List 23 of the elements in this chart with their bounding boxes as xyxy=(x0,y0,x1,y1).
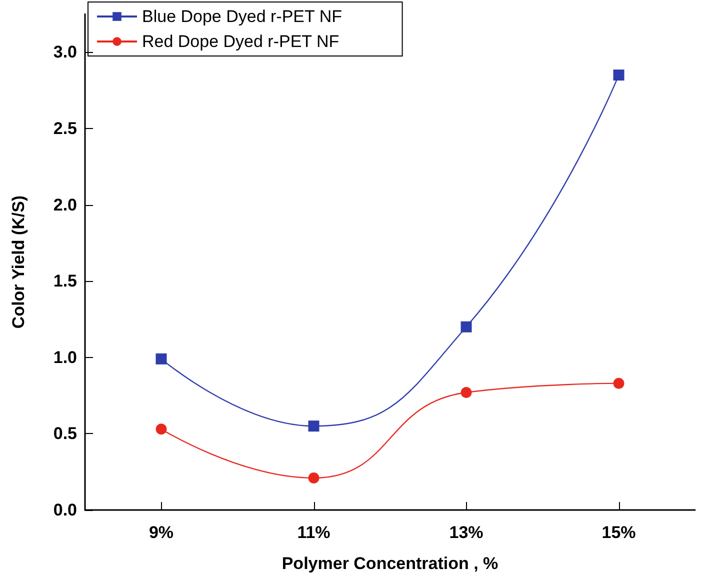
x-tick-label: 15% xyxy=(602,523,636,542)
point xyxy=(308,420,320,432)
y-tick-label: 2.5 xyxy=(53,118,77,138)
y-tick-label: 1.0 xyxy=(53,348,77,367)
y-tick-label: 0.5 xyxy=(53,424,77,444)
point xyxy=(156,353,167,364)
y-axis-title: Color Yield (K/S) xyxy=(9,195,28,329)
point xyxy=(460,321,472,332)
y-tick-label: 1.5 xyxy=(53,272,77,291)
point xyxy=(460,386,472,398)
legend-label: Red Dope Dyed r-PET NF xyxy=(142,32,340,51)
point xyxy=(613,70,624,81)
x-axis-title: Polymer Concentration , % xyxy=(282,554,498,573)
point xyxy=(613,378,624,389)
x-tick-label: 11% xyxy=(297,523,330,542)
x-tick-label: 13% xyxy=(449,523,484,542)
y-tick-label: 2.0 xyxy=(53,195,77,214)
y-tick-label: 0.0 xyxy=(53,500,77,520)
y-tick-label: 3.0 xyxy=(53,42,77,62)
point xyxy=(308,472,320,484)
legend-label: Blue Dope Dyed r-PET NF xyxy=(142,7,342,26)
point xyxy=(156,424,167,435)
x-tick-label: 9% xyxy=(148,523,174,542)
